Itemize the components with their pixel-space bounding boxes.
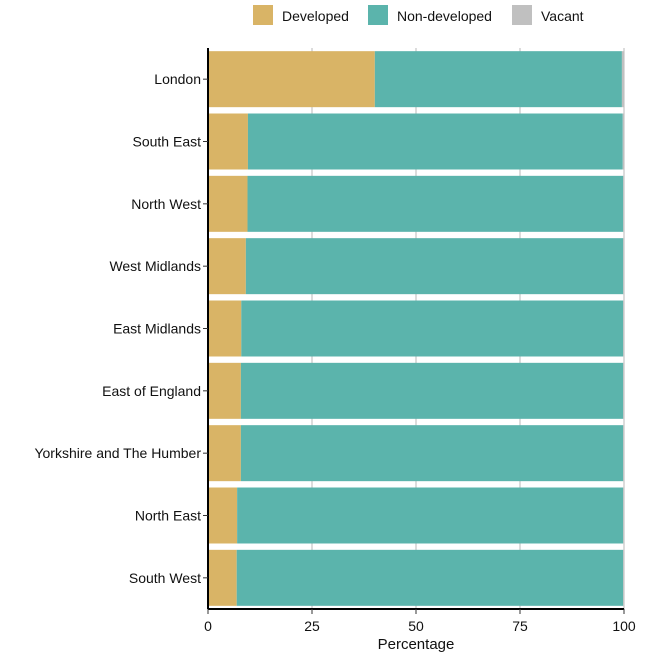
bar-developed-west-midlands [208,238,246,295]
x-tick-label: 0 [204,618,212,634]
bar-non-developed-london [374,51,622,108]
bar-non-developed-yorkshire-and-the-humber [240,425,624,482]
legend-label: Developed [282,8,349,24]
bar-non-developed-east-of-england [240,362,624,419]
bar-vacant-east-midlands [623,300,624,357]
x-axis-title: Percentage [378,636,455,653]
bar-vacant-east-of-england [623,362,624,419]
x-tick-label: 100 [612,618,636,634]
bar-non-developed-north-west [247,175,624,232]
bar-developed-north-west [208,175,248,232]
bar-developed-north-east [208,487,238,544]
bar-developed-london [208,51,375,108]
legend-swatch-vacant [512,5,532,25]
bar-non-developed-south-east [247,113,623,170]
x-tick-label: 75 [512,618,528,634]
bars [208,51,624,606]
legend: Developed Non-developed Vacant [253,5,584,25]
bar-vacant-north-west [623,175,624,232]
bar-developed-east-midlands [208,300,242,357]
bar-vacant-london [621,51,624,108]
legend-swatch-developed [253,5,273,25]
category-label: North East [135,508,201,524]
category-label: East of England [102,383,201,399]
legend-swatch-non-developed [368,5,388,25]
category-label: South West [129,570,201,586]
bar-non-developed-east-midlands [241,300,624,357]
bar-non-developed-west-midlands [245,238,624,295]
x-tick-label: 25 [304,618,320,634]
bar-developed-south-west [208,549,237,606]
bar-non-developed-north-east [237,487,624,544]
bar-developed-south-east [208,113,248,170]
bar-vacant-south-west [623,549,624,606]
bar-developed-east-of-england [208,362,241,419]
category-label: North West [131,196,201,212]
x-axis-ticks: 0 25 50 75 100 [204,609,636,634]
category-label: West Midlands [109,258,201,274]
x-tick-label: 50 [408,618,424,634]
category-label: Yorkshire and The Humber [34,445,201,461]
category-labels: London South East North West West Midlands E… [34,71,208,586]
category-label: London [154,71,201,87]
legend-label: Non-developed [397,8,492,24]
bar-vacant-south-east [622,113,624,170]
category-label: South East [133,134,202,150]
bar-developed-yorkshire-and-the-humber [208,425,241,482]
bar-non-developed-south-west [236,549,624,606]
bar-vacant-west-midlands [623,238,624,295]
legend-label: Vacant [541,8,584,24]
bar-vacant-yorkshire-and-the-humber [623,425,624,482]
category-label: East Midlands [113,321,201,337]
bar-vacant-north-east [623,487,624,544]
